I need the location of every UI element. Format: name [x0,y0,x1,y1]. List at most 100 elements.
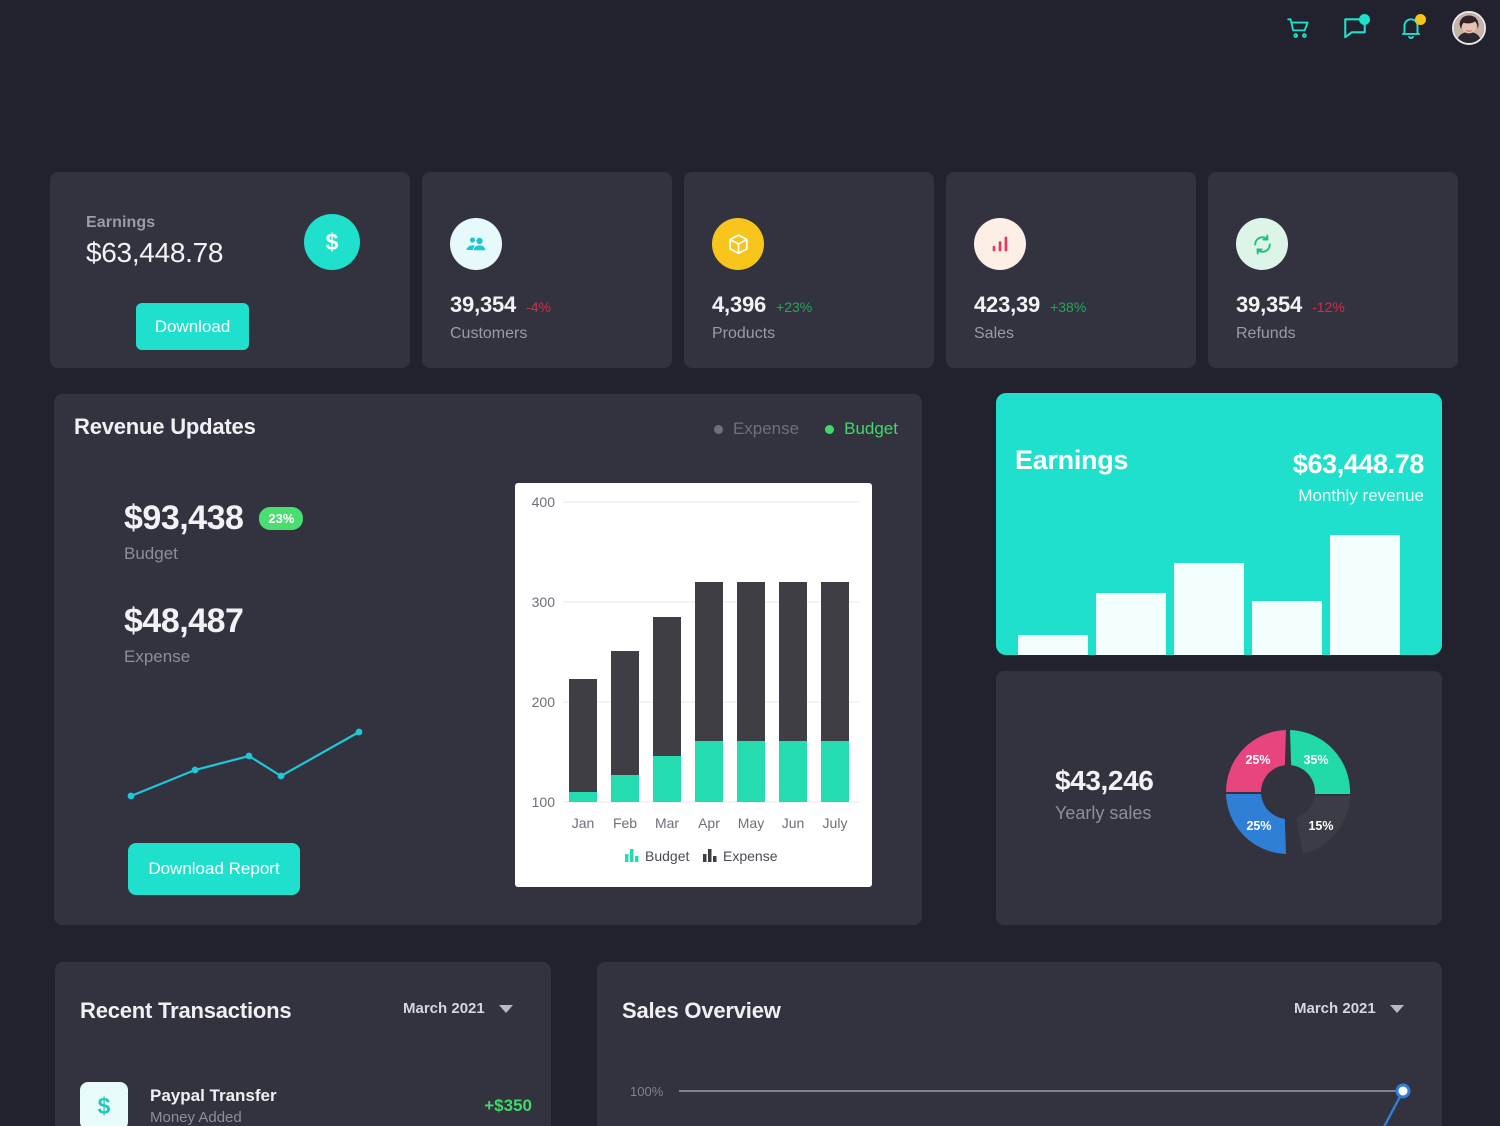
users-icon-glyph [466,237,486,251]
notification-badge-dot [1415,14,1426,25]
dollar-icon: $ [80,1082,128,1126]
stat-title: Sales [974,325,1015,342]
refresh-icon-glyph [1253,234,1271,254]
svg-text:35%: 35% [1303,753,1328,767]
budget-percent-badge: 23% [259,507,304,530]
download-report-button[interactable]: Download Report [128,843,300,895]
stat-value: 423,39 [974,292,1041,317]
revenue-bar-chart: 400 300 200 100 [515,483,872,887]
revenue-sparkline [127,728,363,800]
yearly-sales-label: Yearly sales [1055,803,1152,823]
svg-text:May: May [738,815,764,831]
chevron-down-icon [1389,1004,1404,1013]
svg-text:Apr: Apr [698,815,720,831]
chat-icon[interactable] [1340,13,1370,43]
stat-values: 39,354 -12% [1236,292,1345,318]
expense-value: $48,487 [124,602,244,640]
chat-badge-dot [1359,14,1370,25]
svg-text:400: 400 [532,494,556,510]
recent-transactions-card: Recent Transactions March 2021 $ Paypal … [55,962,551,1126]
sales-overview-card: Sales Overview March 2021 100% [597,962,1442,1126]
expense-label: Expense [124,647,191,666]
users-icon [450,218,502,270]
legend-dot-expense [713,424,723,434]
stat-delta: -12% [1312,299,1345,315]
sales-overview-title: Sales Overview [622,998,781,1023]
stat-card-products: 4,396 +23% Products [684,172,934,368]
stat-values: 4,396 +23% [712,292,812,318]
svg-text:Feb: Feb [613,815,637,831]
table-row[interactable]: $ Paypal Transfer Money Added +$350 [80,1082,532,1126]
hero-subtitle: Monthly revenue [1298,486,1424,505]
box-icon [712,218,764,270]
svg-text:Budget: Budget [645,848,689,864]
refresh-icon [1236,218,1288,270]
bar-chart-icon-glyph [992,236,1008,252]
bar-chart-icon [974,218,1026,270]
earnings-hero-bars [1018,535,1400,655]
transaction-subtitle: Money Added [150,1109,242,1126]
stat-values: 39,354 -4% [450,292,551,318]
avatar[interactable] [1452,11,1486,45]
hero-title: Earnings [1015,445,1129,475]
earnings-label: Earnings [86,214,156,231]
transaction-amount: +$350 [484,1096,532,1115]
legend-item-expense[interactable]: Expense [713,419,800,439]
stat-card-customers: 39,354 -4% Customers [422,172,672,368]
svg-text:Jan: Jan [572,815,595,831]
budget-row: $93,438 23% [124,499,484,538]
dollar-icon: $ [304,214,360,270]
hero-amount: $63,448.78 [1292,449,1425,479]
stat-delta: +23% [776,299,813,315]
svg-text:25%: 25% [1245,753,1270,767]
avatar-image [1454,13,1484,43]
legend-item-budget[interactable]: Budget [825,419,898,439]
download-button[interactable]: Download [136,303,249,350]
sales-month-select[interactable]: March 2021 [1294,1000,1404,1017]
stats-row: Earnings $63,448.78 $ Download 39,354 -4… [50,172,1458,368]
revenue-updates-card: Revenue Updates Expense Budget $93,438 2… [54,394,922,925]
yearly-sales-donut: 35% 15% 25% 25% [1226,730,1351,854]
stat-values: 423,39 +38% [974,292,1086,318]
expense-row: $48,487 Expense [124,602,484,667]
earnings-summary-card: Earnings $63,448.78 $ Download [50,172,410,368]
chevron-down-icon [498,1004,513,1013]
sales-overview-ytick: 100% [630,1084,664,1099]
svg-text:25%: 25% [1246,819,1271,833]
transaction-text: Paypal Transfer Money Added [150,1086,277,1126]
bell-icon-glyph [1401,18,1421,39]
dollar-icon-glyph: $ [325,228,339,255]
cart-icon[interactable] [1284,13,1314,43]
transactions-month-select[interactable]: March 2021 [403,1000,513,1017]
box-icon-glyph [728,233,748,254]
svg-text:100: 100 [532,794,556,810]
page-title: Revenue Updates [74,414,256,439]
earnings-hero-card: Earnings $63,448.78 Monthly revenue [996,393,1442,655]
stat-value: 4,396 [712,292,767,317]
revenue-bar-chart-svg: 400 300 200 100 [532,494,860,864]
legend-label-expense: Expense [732,419,800,438]
legend-label-budget: Budget [844,419,898,438]
yearly-sales-amount: $43,246 [1055,765,1154,796]
earnings-value: $63,448.78 [86,237,224,268]
sales-month-label: March 2021 [1294,1000,1376,1017]
svg-text:Mar: Mar [655,815,679,831]
budget-label: Budget [124,544,178,563]
svg-text:15%: 15% [1308,819,1333,833]
revenue-figures: $93,438 23% Budget $48,487 Expense [124,499,484,667]
top-header [0,0,1500,56]
svg-text:Jun: Jun [782,815,805,831]
revenue-legend: Expense Budget [713,419,898,439]
stat-value: 39,354 [450,292,517,317]
stat-delta: -4% [526,299,551,315]
transactions-month-label: March 2021 [403,1000,485,1017]
budget-value: $93,438 [124,499,244,537]
stat-title: Refunds [1236,325,1296,342]
cart-icon-glyph [1287,18,1309,38]
stat-title: Products [712,325,776,342]
svg-text:200: 200 [532,694,556,710]
stat-card-sales: 423,39 +38% Sales [946,172,1196,368]
bell-icon[interactable] [1396,13,1426,43]
svg-text:Expense: Expense [723,848,778,864]
